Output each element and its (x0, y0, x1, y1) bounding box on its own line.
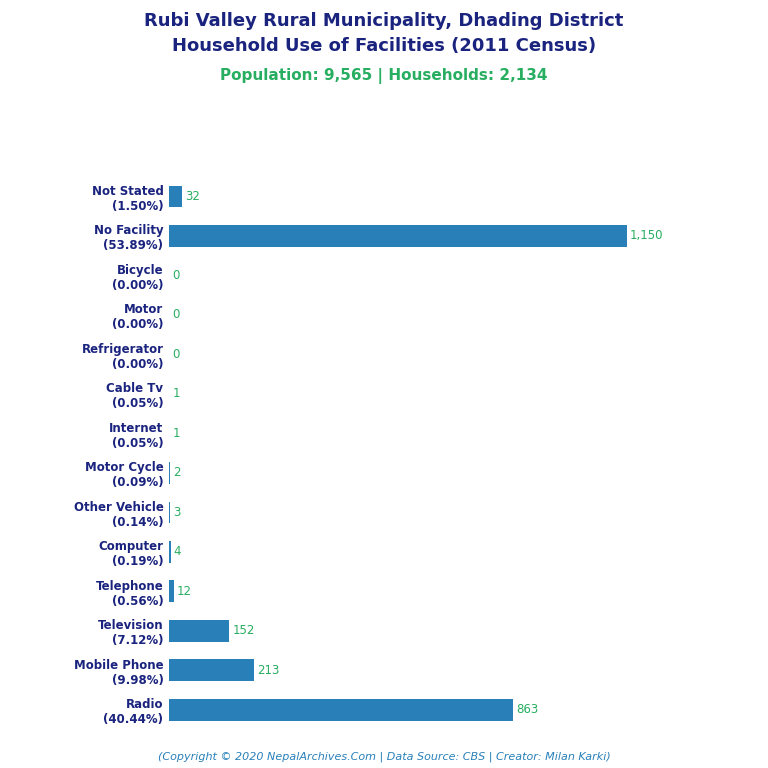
Text: 12: 12 (177, 585, 192, 598)
Text: 0: 0 (172, 348, 180, 361)
Text: Rubi Valley Rural Municipality, Dhading District: Rubi Valley Rural Municipality, Dhading … (144, 12, 624, 29)
Bar (169, 541, 170, 563)
Bar (169, 699, 512, 720)
Text: 32: 32 (185, 190, 200, 203)
Text: 0: 0 (172, 309, 180, 321)
Text: (Copyright © 2020 NepalArchives.Com | Data Source: CBS | Creator: Milan Karki): (Copyright © 2020 NepalArchives.Com | Da… (157, 751, 611, 762)
Bar (169, 502, 170, 523)
Bar (169, 660, 253, 681)
Bar (169, 581, 174, 602)
Text: 213: 213 (257, 664, 280, 677)
Text: 4: 4 (174, 545, 181, 558)
Text: 1: 1 (173, 427, 180, 440)
Bar (169, 186, 182, 207)
Bar (169, 462, 170, 484)
Text: 3: 3 (174, 506, 180, 519)
Text: 863: 863 (516, 703, 538, 717)
Text: Household Use of Facilities (2011 Census): Household Use of Facilities (2011 Census… (172, 37, 596, 55)
Bar (169, 620, 230, 642)
Text: 1: 1 (173, 387, 180, 400)
Text: 152: 152 (233, 624, 255, 637)
Text: 0: 0 (172, 269, 180, 282)
Text: 1,150: 1,150 (630, 230, 664, 243)
Bar (169, 225, 627, 247)
Text: Population: 9,565 | Households: 2,134: Population: 9,565 | Households: 2,134 (220, 68, 548, 84)
Text: 2: 2 (173, 466, 180, 479)
